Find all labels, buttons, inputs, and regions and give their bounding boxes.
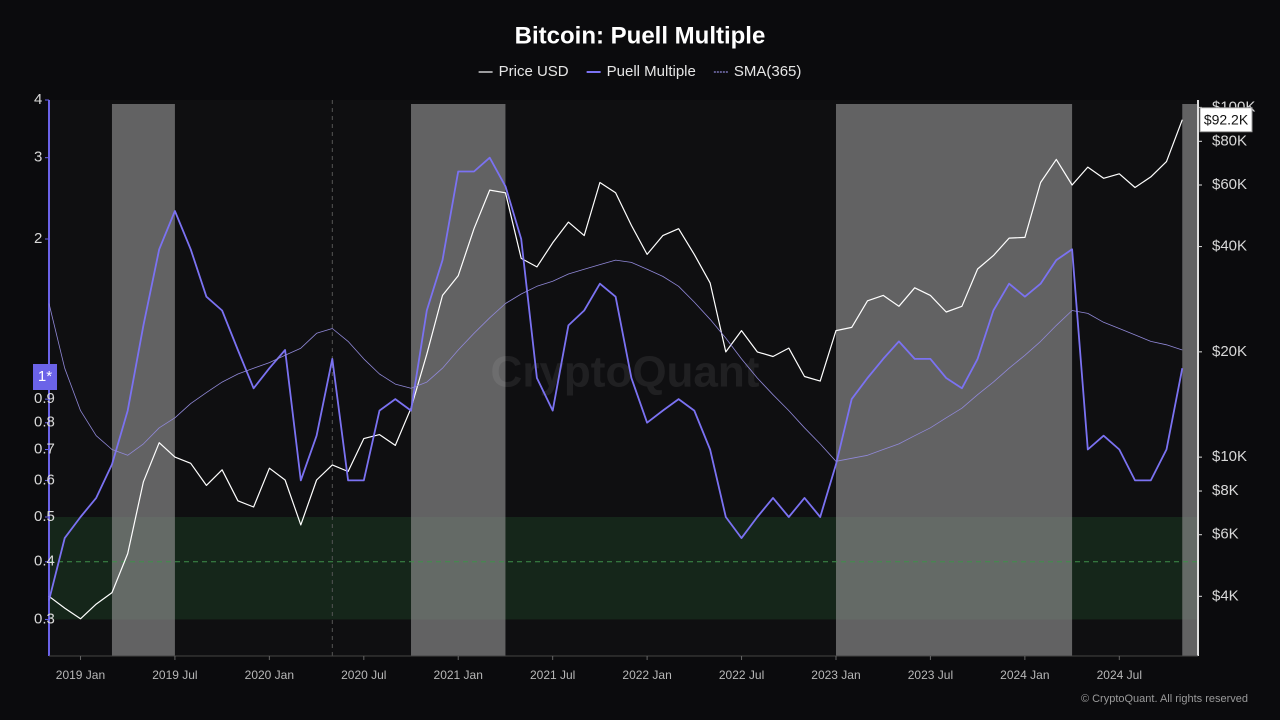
- x-tick-label: 2021 Jan: [434, 668, 483, 682]
- shaded-range: [1182, 104, 1198, 656]
- series-line: [48, 156, 1184, 601]
- legend-item: SMA(365): [713, 63, 802, 80]
- y2-tick-label: $80K: [1212, 132, 1247, 149]
- watermark: CryptoQuant: [491, 348, 760, 397]
- legend-item: Price USD: [478, 63, 569, 80]
- y2-tick-label: $20K: [1212, 343, 1247, 360]
- y-tick-label: 2: [34, 230, 42, 247]
- y-tick-label: 0.6: [34, 471, 55, 488]
- y-tick-label: 0.4: [34, 553, 55, 570]
- value-label: $92.2K: [1204, 111, 1249, 127]
- y2-tick-label: $8K: [1212, 482, 1239, 499]
- value-label-box: [1199, 107, 1253, 133]
- series-line: [48, 259, 1183, 462]
- x-tick-label: 2022 Jan: [622, 668, 671, 682]
- legend-label: Price USD: [499, 63, 569, 80]
- y-tick-label: 0.8: [34, 414, 55, 431]
- y-marker-label: 1*: [38, 368, 52, 385]
- legend: Price USD Puell Multiple SMA(365): [478, 63, 802, 80]
- y-tick-label: 0.5: [34, 508, 55, 525]
- copyright: © CryptoQuant. All rights reserved: [1081, 693, 1248, 705]
- shaded-range: [411, 104, 506, 656]
- y2-tick-label: $60K: [1212, 176, 1247, 193]
- y-tick-label: 0.7: [34, 440, 55, 457]
- legend-label: Puell Multiple: [607, 63, 696, 80]
- series-line: [48, 119, 1183, 620]
- x-tick-label: 2024 Jan: [1000, 668, 1049, 682]
- y2-tick-label: $40K: [1212, 238, 1247, 255]
- x-tick-label: 2019 Jan: [56, 668, 105, 682]
- x-tick-label: 2024 Jul: [1097, 668, 1142, 682]
- shaded-range: [835, 104, 1073, 656]
- x-tick-label: 2023 Jan: [811, 668, 860, 682]
- legend-item: Puell Multiple: [586, 63, 696, 80]
- y-tick-label: 3: [34, 149, 42, 166]
- plot-background: [49, 100, 1198, 656]
- y2-tick-label: $10K: [1212, 448, 1247, 465]
- shaded-range: [111, 104, 175, 656]
- x-tick-label: 2022 Jul: [719, 668, 764, 682]
- x-tick-label: 2023 Jul: [908, 668, 953, 682]
- y-marker-box: [33, 364, 57, 390]
- x-tick-label: 2019 Jul: [152, 668, 197, 682]
- x-tick-label: 2020 Jan: [245, 668, 294, 682]
- legend-label: SMA(365): [734, 63, 802, 80]
- y2-tick-label: $6K: [1212, 526, 1239, 543]
- chart-title: Bitcoin: Puell Multiple: [515, 22, 766, 49]
- x-tick-label: 2021 Jul: [530, 668, 575, 682]
- y2-tick-label: $4K: [1212, 587, 1239, 604]
- y-tick-label: 0.3: [34, 610, 55, 627]
- y-tick-label: 4: [34, 91, 42, 108]
- x-tick-label: 2020 Jul: [341, 668, 386, 682]
- y-tick-label: 0.9: [34, 390, 55, 407]
